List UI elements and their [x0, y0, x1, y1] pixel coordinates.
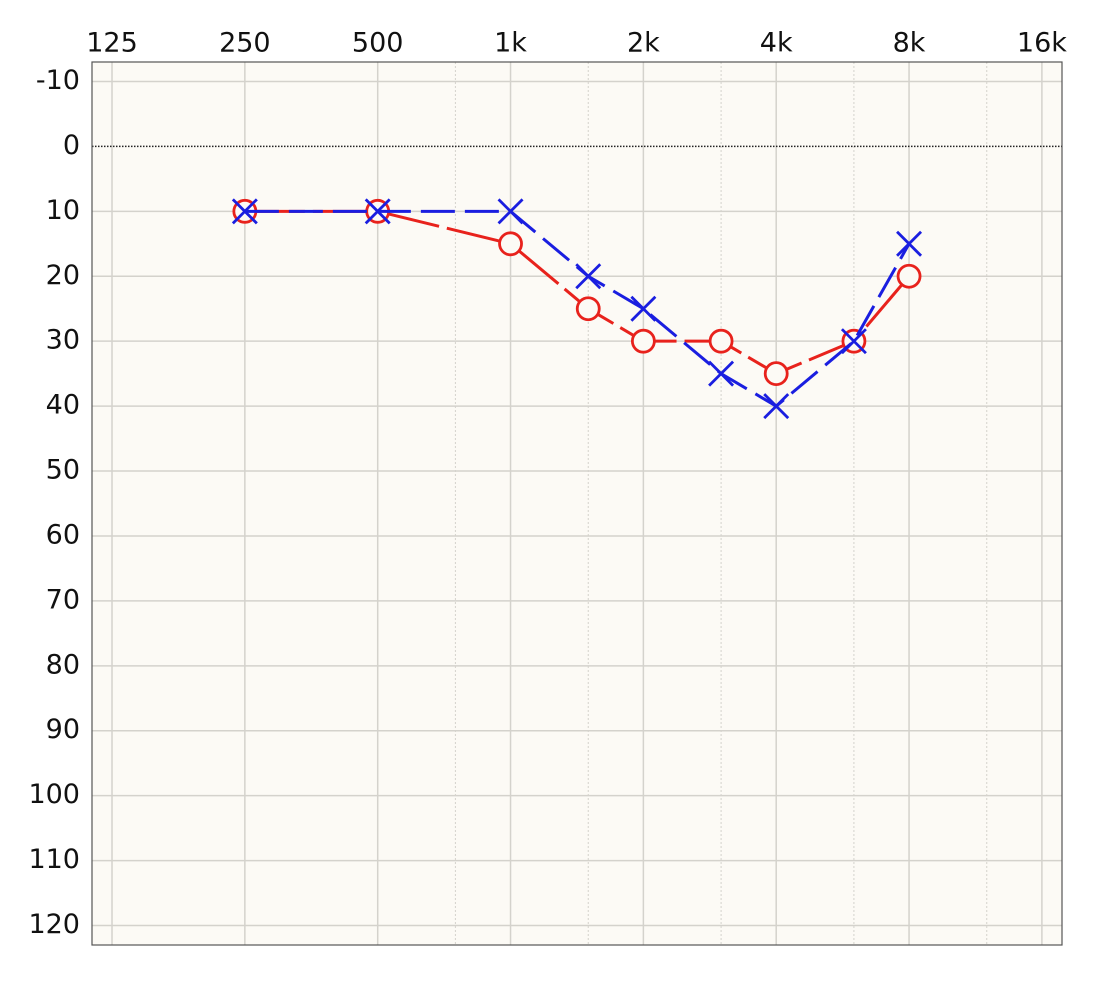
marker-circle — [498, 231, 523, 257]
marker-circle — [708, 328, 734, 354]
x-tick-label: 4k — [760, 28, 793, 59]
plot-area — [92, 62, 1062, 945]
x-tick-label: 2k — [627, 28, 660, 59]
y-tick-label: 80 — [46, 649, 80, 680]
y-tick-label: 30 — [46, 325, 80, 356]
y-tick-label: 10 — [46, 195, 80, 226]
marker-circle — [896, 263, 922, 289]
marker-cross — [840, 328, 867, 355]
marker-circle — [630, 328, 656, 354]
x-tick-label: 500 — [352, 28, 404, 59]
y-tick-label: 60 — [46, 519, 80, 550]
plot-border — [91, 61, 1063, 946]
marker-cross — [231, 198, 258, 225]
y-tick-label: 70 — [46, 584, 80, 615]
x-tick-label: 1k — [494, 28, 527, 59]
marker-cross — [364, 198, 391, 225]
x-tick-label: 8k — [893, 28, 926, 59]
y-tick-label: 110 — [28, 844, 80, 875]
y-tick-label: 90 — [46, 714, 80, 745]
marker-circle — [763, 361, 789, 387]
marker-cross — [896, 230, 923, 257]
y-tick-label: 40 — [46, 390, 80, 421]
marker-cross — [763, 393, 790, 420]
y-tick-label: 0 — [63, 130, 80, 161]
marker-circle — [575, 296, 601, 322]
marker-cross — [630, 295, 657, 322]
y-tick-label: 50 — [46, 455, 80, 486]
y-tick-label: 100 — [28, 779, 80, 810]
y-tick-label: 120 — [28, 909, 80, 940]
y-tick-label: 20 — [46, 260, 80, 291]
marker-cross — [575, 263, 602, 290]
y-tick-label: -10 — [36, 65, 80, 96]
series-line — [244, 209, 911, 408]
marker-cross — [497, 198, 524, 225]
x-tick-label: 125 — [86, 28, 138, 59]
x-tick-label: 16k — [1017, 28, 1067, 59]
x-tick-label: 250 — [219, 28, 271, 59]
marker-cross — [708, 360, 735, 387]
